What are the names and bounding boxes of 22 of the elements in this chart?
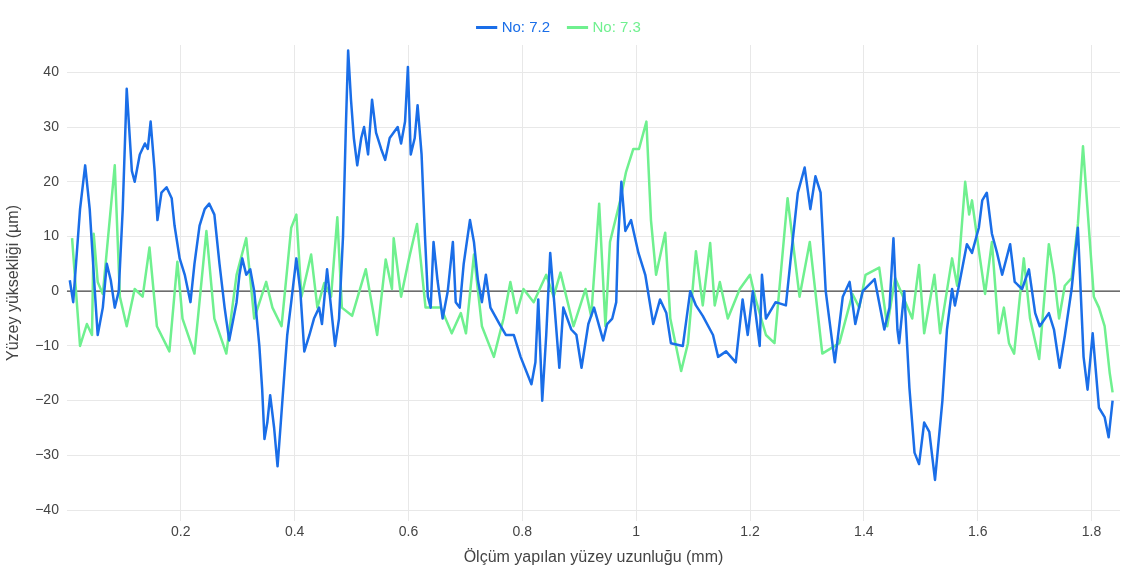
x-axis-title: Ölçüm yapılan yüzey uzunluğu (mm) bbox=[463, 547, 724, 565]
y-axis-title: Yüzey yüksekliği (µm) bbox=[4, 205, 22, 361]
x-tick-label: 1.4 bbox=[854, 523, 874, 540]
y-tick-label: 20 bbox=[43, 172, 60, 189]
x-tick-label: 1.8 bbox=[1081, 523, 1102, 540]
y-tick-label: 30 bbox=[43, 117, 60, 134]
y-tick-label: −10 bbox=[35, 336, 60, 353]
y-tick-label: 40 bbox=[43, 63, 60, 80]
x-tick-label: 0.4 bbox=[284, 523, 305, 540]
x-tick-label: 1.6 bbox=[967, 523, 988, 540]
legend-label: No: 7.3 bbox=[592, 17, 641, 35]
x-tick-label: 0.2 bbox=[171, 523, 191, 540]
y-tick-label: −40 bbox=[35, 500, 60, 517]
x-tick-label: 1 bbox=[632, 523, 641, 540]
x-tick-label: 0.6 bbox=[398, 523, 419, 540]
y-tick-label: −20 bbox=[35, 391, 60, 408]
x-tick-label: 1.2 bbox=[740, 523, 760, 540]
y-tick-label: 0 bbox=[51, 282, 60, 299]
y-tick-label: 10 bbox=[43, 227, 60, 244]
x-tick-label: 0.8 bbox=[512, 523, 533, 540]
legend-label: No: 7.2 bbox=[501, 17, 551, 35]
y-tick-label: −30 bbox=[35, 446, 60, 463]
